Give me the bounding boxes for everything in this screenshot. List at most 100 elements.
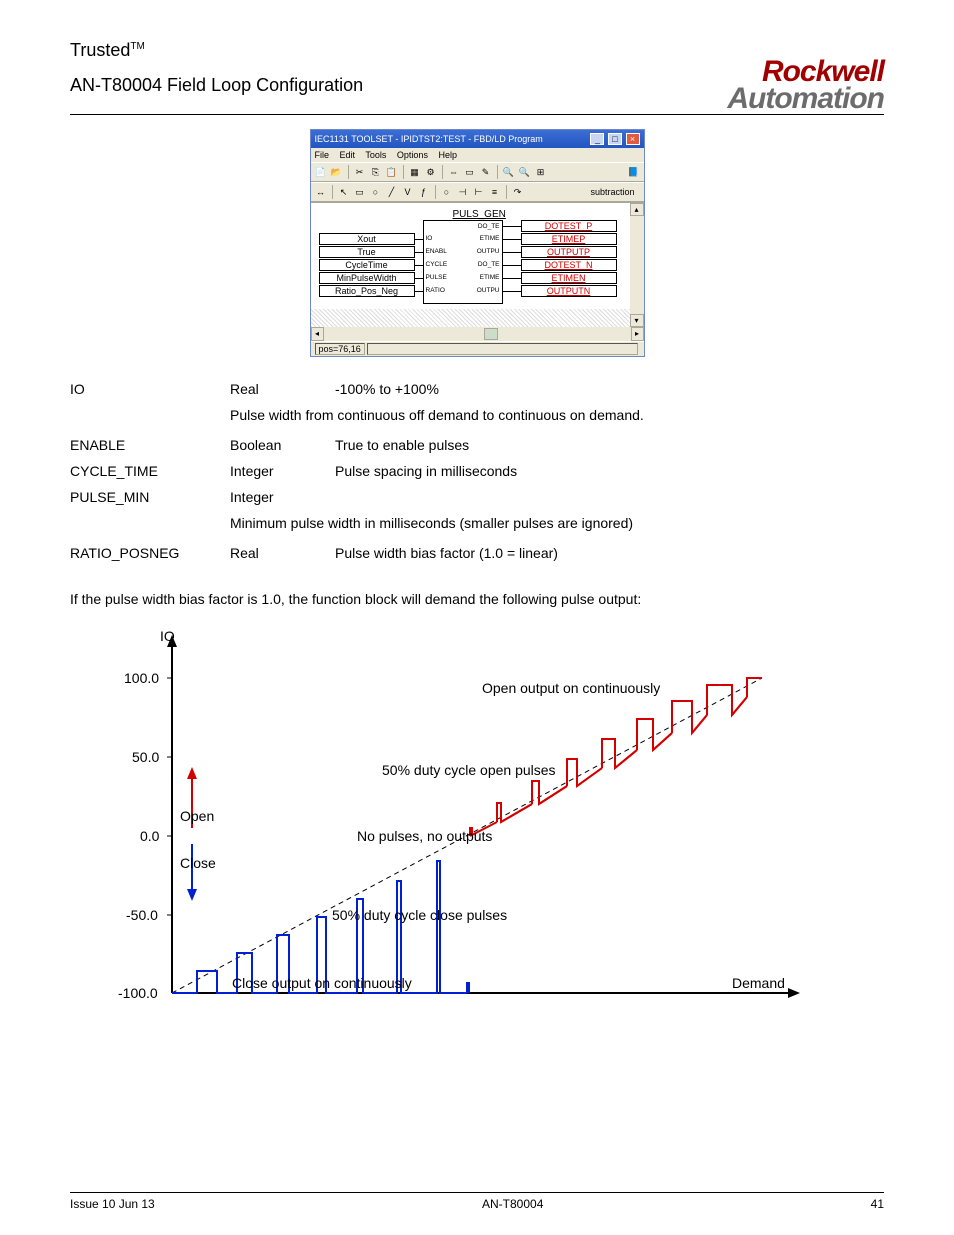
ann-open-cont: Open output on continuously: [482, 680, 660, 696]
logo-bottom: Automation: [727, 85, 884, 112]
rockwell-logo: Rockwell Automation: [727, 58, 884, 112]
ytick-n100: -100.0: [118, 985, 158, 1001]
ann-open-50: 50% duty cycle open pulses: [382, 762, 556, 778]
select-icon[interactable]: ↖: [337, 185, 351, 199]
logo-top: Rockwell: [727, 58, 884, 85]
window-titlebar: IEC1131 TOOLSET - IPIDTST2:TEST - FBD/LD…: [311, 130, 644, 148]
ytick-50: 50.0: [132, 749, 159, 765]
output-outputn[interactable]: OUTPUTN: [521, 285, 617, 297]
input-ratio[interactable]: Ratio_Pos_Neg: [319, 285, 415, 297]
close-button[interactable]: ×: [626, 133, 640, 145]
status-bar: pos=76,16: [311, 341, 644, 356]
output-etimen[interactable]: ETIMEN: [521, 272, 617, 284]
pulse-chart: 100.0 50.0 0.0 -50.0 -100.0 IO Demand Op…: [80, 623, 884, 1013]
ann-close-cont: Close output on continuously: [232, 975, 412, 991]
input-true[interactable]: True: [319, 246, 415, 258]
branch-icon[interactable]: ⊢: [472, 185, 486, 199]
copy-icon[interactable]: ⎘: [369, 165, 383, 179]
page-footer: Issue 10 Jun 13 AN-T80004 41: [70, 1192, 884, 1211]
param-extra: Minimum pulse width in milliseconds (sma…: [230, 515, 884, 531]
edit-icon[interactable]: ✎: [479, 165, 493, 179]
param-row-io: IO Real -100% to +100%: [70, 381, 884, 397]
gear-icon[interactable]: ⚙: [424, 165, 438, 179]
param-type: Boolean: [230, 437, 335, 453]
new-icon[interactable]: 📄: [314, 165, 328, 179]
help-icon[interactable]: 📘: [627, 165, 641, 179]
param-row-pulsemin: PULSE_MIN Integer: [70, 489, 884, 505]
toolbar-1: 📄 📂 ✂ ⎘ 📋 ▦ ⚙ ⇔ ▭ ✎ 🔍 🔍 ⊞ 📘: [311, 162, 644, 182]
ann-no-pulse: No pulses, no outputs: [357, 828, 492, 844]
block-title: PULS_GEN: [453, 209, 506, 220]
arrow-icon[interactable]: ↔: [314, 185, 328, 199]
close-label: Close: [180, 855, 216, 871]
param-type: Integer: [230, 489, 335, 505]
grid2-icon[interactable]: ⊞: [534, 165, 548, 179]
y-axis-label: IO: [160, 628, 175, 644]
menu-help[interactable]: Help: [438, 150, 457, 160]
tm-superscript: TM: [130, 41, 144, 52]
scroll-left-icon[interactable]: ◂: [311, 327, 324, 341]
subtraction-label: subtraction: [590, 187, 640, 197]
maximize-button[interactable]: □: [608, 133, 622, 145]
open-label: Open: [180, 808, 214, 824]
footer-issue: Issue 10 Jun 13: [70, 1197, 155, 1211]
rung-icon[interactable]: ≡: [488, 185, 502, 199]
zoom-in-icon[interactable]: 🔍: [502, 165, 516, 179]
input-minpulse[interactable]: MinPulseWidth: [319, 272, 415, 284]
grid-icon[interactable]: ▦: [408, 165, 422, 179]
scroll-down-icon[interactable]: ▾: [630, 314, 644, 327]
ytick-0: 0.0: [140, 828, 160, 844]
menu-file[interactable]: File: [315, 150, 330, 160]
horizontal-scrollbar[interactable]: ◂ ▸: [311, 327, 644, 341]
param-row-ratio: RATIO_POSNEG Real Pulse width bias facto…: [70, 545, 884, 561]
param-type: Real: [230, 545, 335, 561]
param-type: Integer: [230, 463, 335, 479]
var-icon[interactable]: V: [401, 185, 415, 199]
input-cycletime[interactable]: CycleTime: [319, 259, 415, 271]
open-icon[interactable]: 📂: [330, 165, 344, 179]
line-icon[interactable]: ╱: [385, 185, 399, 199]
cut-icon[interactable]: ✂: [353, 165, 367, 179]
output-dotest-n[interactable]: DOTEST_N: [521, 259, 617, 271]
vertical-scrollbar[interactable]: ▴ ▾: [630, 203, 644, 327]
param-row-cycletime: CYCLE_TIME Integer Pulse spacing in mill…: [70, 463, 884, 479]
param-desc: Pulse spacing in milliseconds: [335, 463, 884, 479]
menu-tools[interactable]: Tools: [365, 150, 386, 160]
trusted-text: Trusted: [70, 40, 130, 60]
body-paragraph: If the pulse width bias factor is 1.0, t…: [70, 591, 884, 607]
iec-window: IEC1131 TOOLSET - IPIDTST2:TEST - FBD/LD…: [310, 129, 645, 357]
x-axis-label: Demand: [732, 975, 785, 991]
puls-gen-block[interactable]: DO_TE IO ETIME ENABL OUTPU CYCLE DO_TE P…: [423, 220, 503, 304]
jump-icon[interactable]: ↷: [511, 185, 525, 199]
param-name: RATIO_POSNEG: [70, 545, 230, 561]
param-desc: -100% to +100%: [335, 381, 884, 397]
param-extra: Pulse width from continuous off demand t…: [230, 407, 884, 423]
menu-edit[interactable]: Edit: [340, 150, 356, 160]
zoom-out-icon[interactable]: 🔍: [518, 165, 532, 179]
box-icon[interactable]: ▭: [353, 185, 367, 199]
output-etimep[interactable]: ETIMEP: [521, 233, 617, 245]
fbd-canvas[interactable]: PULS_GEN DO_TE IO ETIME ENABL OUTPU CYCL…: [311, 202, 644, 327]
window-title: IEC1131 TOOLSET - IPIDTST2:TEST - FBD/LD…: [315, 134, 543, 144]
coil-icon[interactable]: ○: [440, 185, 454, 199]
input-xout[interactable]: Xout: [319, 233, 415, 245]
chart-svg: 100.0 50.0 0.0 -50.0 -100.0 IO Demand Op…: [80, 623, 884, 1013]
param-row-enable: ENABLE Boolean True to enable pulses: [70, 437, 884, 453]
minimize-button[interactable]: _: [590, 133, 604, 145]
output-outputp[interactable]: OUTPUTP: [521, 246, 617, 258]
window-controls: _ □ ×: [589, 133, 639, 145]
paste-icon[interactable]: 📋: [385, 165, 399, 179]
ann-close-50: 50% duty cycle close pulses: [332, 907, 507, 923]
fn-icon[interactable]: ƒ: [417, 185, 431, 199]
scroll-right-icon[interactable]: ▸: [631, 327, 644, 341]
param-desc: Pulse width bias factor (1.0 = linear): [335, 545, 884, 561]
menu-options[interactable]: Options: [397, 150, 428, 160]
scroll-up-icon[interactable]: ▴: [630, 203, 644, 216]
param-name: IO: [70, 381, 230, 397]
ytick-100: 100.0: [124, 670, 159, 686]
link-icon[interactable]: ⇔: [447, 165, 461, 179]
circle-icon[interactable]: ○: [369, 185, 383, 199]
output-dotest-p[interactable]: DOTEST_P: [521, 220, 617, 232]
contact-icon[interactable]: ⊣: [456, 185, 470, 199]
block-icon[interactable]: ▭: [463, 165, 477, 179]
